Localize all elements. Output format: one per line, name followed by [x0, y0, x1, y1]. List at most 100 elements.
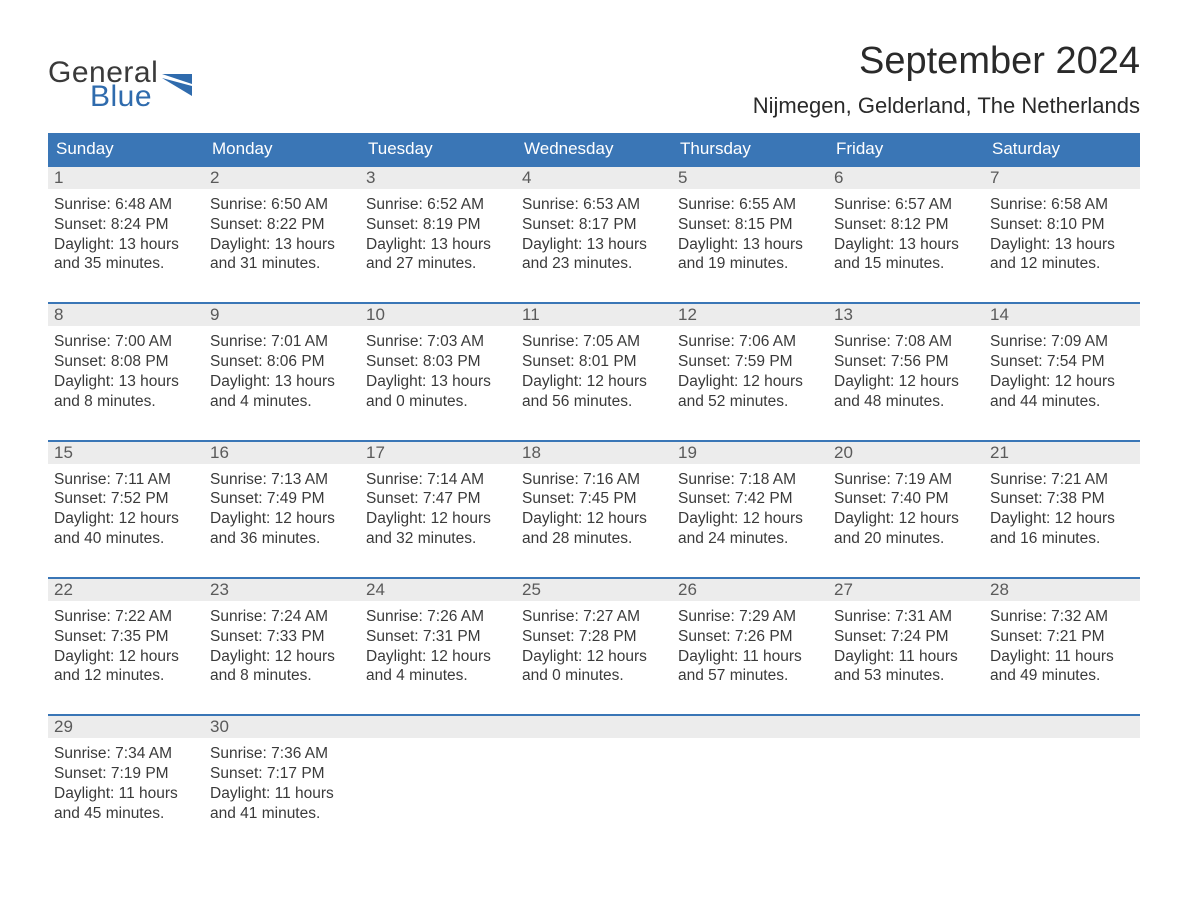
day-body: Sunrise: 7:16 AMSunset: 7:45 PMDaylight:… [516, 464, 672, 577]
sunrise-text: Sunrise: 7:09 AM [990, 332, 1134, 352]
daylight-text: and 0 minutes. [366, 392, 510, 412]
title-block: September 2024 Nijmegen, Gelderland, The… [753, 40, 1140, 119]
month-title: September 2024 [753, 40, 1140, 83]
daylight-text: Daylight: 13 hours [366, 372, 510, 392]
daylight-text: and 45 minutes. [54, 804, 198, 824]
day-cell: 5Sunrise: 6:55 AMSunset: 8:15 PMDaylight… [672, 165, 828, 302]
day-number: 12 [672, 302, 828, 326]
week-row: 8Sunrise: 7:00 AMSunset: 8:08 PMDaylight… [48, 302, 1140, 439]
daylight-text: and 32 minutes. [366, 529, 510, 549]
daylight-text: and 52 minutes. [678, 392, 822, 412]
daylight-text: Daylight: 12 hours [990, 509, 1134, 529]
daylight-text: and 41 minutes. [210, 804, 354, 824]
sunset-text: Sunset: 7:35 PM [54, 627, 198, 647]
day-number: 8 [48, 302, 204, 326]
sunrise-text: Sunrise: 7:16 AM [522, 470, 666, 490]
dow-saturday: Saturday [984, 133, 1140, 165]
sunrise-text: Sunrise: 7:01 AM [210, 332, 354, 352]
sunset-text: Sunset: 8:03 PM [366, 352, 510, 372]
day-number: 11 [516, 302, 672, 326]
day-cell: 12Sunrise: 7:06 AMSunset: 7:59 PMDayligh… [672, 302, 828, 439]
daylight-text: Daylight: 13 hours [522, 235, 666, 255]
sunset-text: Sunset: 7:54 PM [990, 352, 1134, 372]
sunset-text: Sunset: 7:26 PM [678, 627, 822, 647]
day-body: Sunrise: 6:48 AMSunset: 8:24 PMDaylight:… [48, 189, 204, 302]
week-row: 15Sunrise: 7:11 AMSunset: 7:52 PMDayligh… [48, 440, 1140, 577]
day-number: 20 [828, 440, 984, 464]
day-cell [360, 714, 516, 829]
daylight-text: and 4 minutes. [210, 392, 354, 412]
daylight-text: and 27 minutes. [366, 254, 510, 274]
day-cell [984, 714, 1140, 829]
sunset-text: Sunset: 7:42 PM [678, 489, 822, 509]
daylight-text: and 15 minutes. [834, 254, 978, 274]
day-cell: 11Sunrise: 7:05 AMSunset: 8:01 PMDayligh… [516, 302, 672, 439]
sunrise-text: Sunrise: 7:13 AM [210, 470, 354, 490]
sunset-text: Sunset: 8:10 PM [990, 215, 1134, 235]
day-cell: 29Sunrise: 7:34 AMSunset: 7:19 PMDayligh… [48, 714, 204, 829]
dow-wednesday: Wednesday [516, 133, 672, 165]
sunset-text: Sunset: 7:45 PM [522, 489, 666, 509]
day-number: 17 [360, 440, 516, 464]
day-number: 18 [516, 440, 672, 464]
sunrise-text: Sunrise: 7:19 AM [834, 470, 978, 490]
day-cell: 23Sunrise: 7:24 AMSunset: 7:33 PMDayligh… [204, 577, 360, 714]
day-cell: 9Sunrise: 7:01 AMSunset: 8:06 PMDaylight… [204, 302, 360, 439]
day-body: Sunrise: 7:11 AMSunset: 7:52 PMDaylight:… [48, 464, 204, 577]
sunset-text: Sunset: 7:47 PM [366, 489, 510, 509]
day-cell: 4Sunrise: 6:53 AMSunset: 8:17 PMDaylight… [516, 165, 672, 302]
day-body: Sunrise: 7:26 AMSunset: 7:31 PMDaylight:… [360, 601, 516, 714]
daylight-text: and 23 minutes. [522, 254, 666, 274]
week-row: 29Sunrise: 7:34 AMSunset: 7:19 PMDayligh… [48, 714, 1140, 829]
daylight-text: Daylight: 11 hours [678, 647, 822, 667]
day-cell: 25Sunrise: 7:27 AMSunset: 7:28 PMDayligh… [516, 577, 672, 714]
day-cell: 19Sunrise: 7:18 AMSunset: 7:42 PMDayligh… [672, 440, 828, 577]
day-body: Sunrise: 7:05 AMSunset: 8:01 PMDaylight:… [516, 326, 672, 439]
day-body: Sunrise: 7:32 AMSunset: 7:21 PMDaylight:… [984, 601, 1140, 714]
daylight-text: Daylight: 12 hours [522, 509, 666, 529]
daylight-text: Daylight: 13 hours [990, 235, 1134, 255]
sunset-text: Sunset: 7:17 PM [210, 764, 354, 784]
sunset-text: Sunset: 8:22 PM [210, 215, 354, 235]
day-cell: 17Sunrise: 7:14 AMSunset: 7:47 PMDayligh… [360, 440, 516, 577]
day-body: Sunrise: 6:52 AMSunset: 8:19 PMDaylight:… [360, 189, 516, 302]
week-row: 1Sunrise: 6:48 AMSunset: 8:24 PMDaylight… [48, 165, 1140, 302]
day-body: Sunrise: 7:19 AMSunset: 7:40 PMDaylight:… [828, 464, 984, 577]
sunrise-text: Sunrise: 6:53 AM [522, 195, 666, 215]
daylight-text: and 8 minutes. [210, 666, 354, 686]
day-number: 13 [828, 302, 984, 326]
day-number: 4 [516, 165, 672, 189]
day-number: 7 [984, 165, 1140, 189]
daylight-text: Daylight: 12 hours [54, 647, 198, 667]
day-cell [672, 714, 828, 829]
sunset-text: Sunset: 8:06 PM [210, 352, 354, 372]
daylight-text: and 35 minutes. [54, 254, 198, 274]
day-body: Sunrise: 6:58 AMSunset: 8:10 PMDaylight:… [984, 189, 1140, 302]
daylight-text: Daylight: 13 hours [210, 372, 354, 392]
sunset-text: Sunset: 7:40 PM [834, 489, 978, 509]
day-number: 14 [984, 302, 1140, 326]
day-cell: 1Sunrise: 6:48 AMSunset: 8:24 PMDaylight… [48, 165, 204, 302]
daylight-text: Daylight: 12 hours [54, 509, 198, 529]
day-cell: 20Sunrise: 7:19 AMSunset: 7:40 PMDayligh… [828, 440, 984, 577]
dow-friday: Friday [828, 133, 984, 165]
day-body: Sunrise: 7:09 AMSunset: 7:54 PMDaylight:… [984, 326, 1140, 439]
day-cell [828, 714, 984, 829]
day-number: 27 [828, 577, 984, 601]
day-body: Sunrise: 7:03 AMSunset: 8:03 PMDaylight:… [360, 326, 516, 439]
daylight-text: Daylight: 12 hours [678, 372, 822, 392]
day-cell: 30Sunrise: 7:36 AMSunset: 7:17 PMDayligh… [204, 714, 360, 829]
day-cell: 7Sunrise: 6:58 AMSunset: 8:10 PMDaylight… [984, 165, 1140, 302]
sunrise-text: Sunrise: 6:50 AM [210, 195, 354, 215]
day-cell: 26Sunrise: 7:29 AMSunset: 7:26 PMDayligh… [672, 577, 828, 714]
day-cell [516, 714, 672, 829]
day-cell: 13Sunrise: 7:08 AMSunset: 7:56 PMDayligh… [828, 302, 984, 439]
daylight-text: Daylight: 12 hours [522, 647, 666, 667]
sunset-text: Sunset: 7:52 PM [54, 489, 198, 509]
header: General Blue September 2024 Nijmegen, Ge… [48, 40, 1140, 119]
calendar: Sunday Monday Tuesday Wednesday Thursday… [48, 133, 1140, 830]
day-body: Sunrise: 7:01 AMSunset: 8:06 PMDaylight:… [204, 326, 360, 439]
sunrise-text: Sunrise: 6:57 AM [834, 195, 978, 215]
day-body: Sunrise: 7:18 AMSunset: 7:42 PMDaylight:… [672, 464, 828, 577]
sunrise-text: Sunrise: 7:21 AM [990, 470, 1134, 490]
